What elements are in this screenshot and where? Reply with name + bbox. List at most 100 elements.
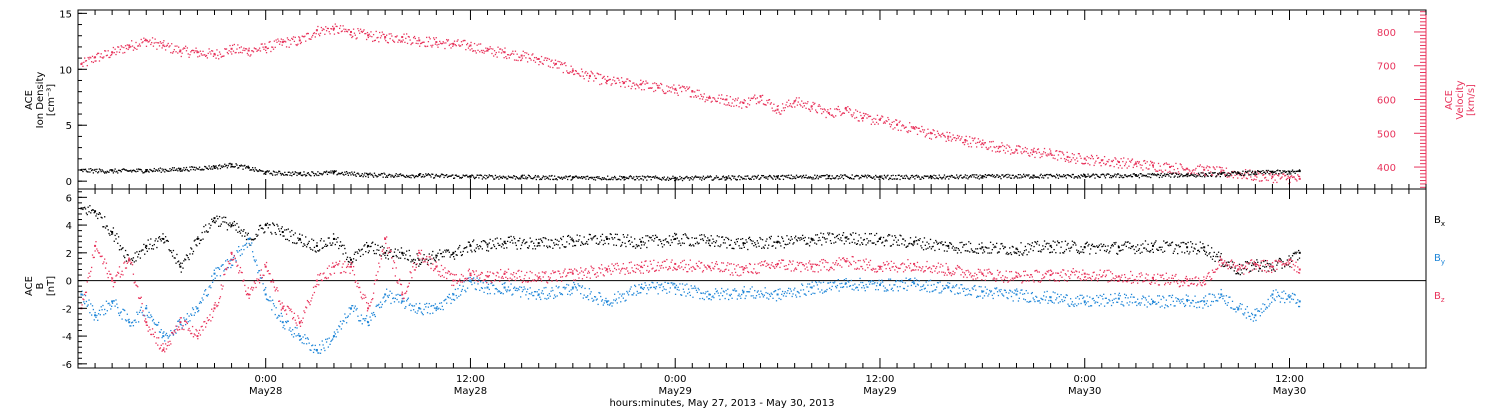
b-bx-point	[421, 259, 423, 261]
plasma-red-point	[495, 51, 497, 54]
b-bx-point	[623, 236, 625, 238]
b-bx-point	[929, 246, 931, 248]
b-bx-point	[547, 239, 550, 241]
plasma-red-point	[920, 131, 922, 133]
b-bx-point	[371, 242, 373, 244]
b-bx-point	[546, 245, 548, 247]
b-bx-point	[702, 239, 705, 242]
b-bx-point	[980, 248, 982, 250]
plasma-black-point	[1044, 175, 1047, 177]
b-bx-point	[1046, 242, 1048, 244]
plasma-black-point	[464, 175, 466, 177]
b-by-point	[412, 309, 415, 311]
plasma-red-point	[175, 51, 177, 53]
b-bx-point	[379, 254, 381, 256]
plasma-red-point	[1013, 152, 1015, 154]
plasma-red-point	[180, 55, 182, 58]
b-by-point	[419, 302, 421, 305]
plasma-red-point	[475, 52, 477, 54]
b-bx-point	[365, 250, 367, 253]
plasma-red-point	[385, 34, 388, 36]
plasma-black-point	[175, 169, 177, 171]
b-bx-point	[167, 240, 169, 243]
b-bx-point	[828, 234, 830, 236]
b-by-point	[232, 256, 235, 259]
plasma-red-point	[551, 59, 553, 61]
plasma-black-point	[514, 178, 517, 180]
b-bx-point	[932, 245, 934, 248]
plasma-black-point	[586, 175, 588, 178]
b-bx-point	[996, 252, 999, 254]
plasma-black-point	[806, 177, 808, 179]
plasma-black-point	[245, 166, 248, 168]
plasma-red-point	[275, 39, 277, 41]
plasma-black-point	[1253, 173, 1255, 175]
b-bx-point	[350, 258, 353, 261]
b-bx-point	[132, 257, 135, 259]
plasma-red-point	[759, 100, 761, 103]
b-by-point	[242, 245, 244, 247]
b-bx-point	[649, 237, 651, 239]
b-by-point	[105, 300, 108, 302]
b-bx-point	[720, 244, 722, 246]
plasma-black-point	[393, 176, 396, 178]
b-bx-point	[479, 246, 482, 248]
plasma-black-point	[401, 174, 403, 176]
plasma-black-point	[366, 173, 369, 176]
plasma-red-point	[740, 101, 742, 103]
plasma-black-point	[561, 178, 564, 180]
plasma-red-point	[789, 103, 792, 105]
plasma-red-point	[838, 108, 840, 111]
b-bx-point	[1297, 249, 1300, 252]
b-bx-point	[473, 249, 476, 251]
plasma-black-point	[656, 176, 658, 179]
plasma-black-point	[876, 176, 879, 178]
plasma-red-point	[1101, 159, 1103, 162]
plasma-black-point	[1196, 175, 1198, 177]
b-bx-point	[776, 240, 779, 243]
plasma-red-point	[1059, 150, 1061, 153]
b-bx-point	[348, 261, 350, 263]
plasma-black-point	[623, 179, 625, 181]
b-bx-point	[993, 246, 995, 249]
plasma-black-point	[996, 174, 998, 176]
plasma-black-point	[224, 163, 226, 165]
b-bx-point	[694, 237, 696, 240]
plasma-black-point	[701, 179, 703, 181]
plasma-black-point	[525, 176, 527, 178]
b-bx-point	[445, 251, 447, 253]
plasma-red-point	[1133, 164, 1135, 166]
plasma-red-point	[163, 40, 165, 42]
plasma-black-point	[487, 176, 490, 178]
plasma-black-point	[614, 177, 617, 179]
plasma-red-point	[452, 42, 455, 45]
b-bx-point	[1129, 242, 1131, 244]
plasma-red-point	[802, 102, 805, 104]
plasma-black-point	[98, 168, 101, 170]
b-bx-point	[679, 242, 681, 244]
plasma-red-point	[1277, 175, 1280, 177]
plasma-red-point	[1174, 172, 1176, 174]
plasma-black-point	[100, 170, 102, 173]
plasma-black-point	[1149, 173, 1151, 175]
b-by-point	[460, 290, 463, 292]
plasma-red-point	[864, 113, 866, 115]
b-by-point	[476, 277, 478, 279]
b-by-point	[203, 293, 205, 295]
plasma-red-point	[479, 51, 481, 53]
plasma-black-point	[1288, 173, 1290, 175]
plasma-black-point	[745, 178, 747, 180]
plasma-red-point	[674, 88, 677, 91]
plasma-red-point	[600, 83, 603, 85]
plasma-black-point	[1036, 176, 1039, 178]
b-by-point	[265, 298, 268, 300]
b-bx-point	[560, 237, 562, 239]
plasma-black-point	[954, 177, 956, 179]
b-bx-point	[1224, 265, 1226, 267]
b-bx-point	[917, 239, 920, 241]
plasma-black-point	[1113, 174, 1115, 177]
b-by-point	[295, 335, 297, 337]
plasma-red-point	[694, 91, 696, 93]
b-bx-point	[95, 215, 97, 217]
